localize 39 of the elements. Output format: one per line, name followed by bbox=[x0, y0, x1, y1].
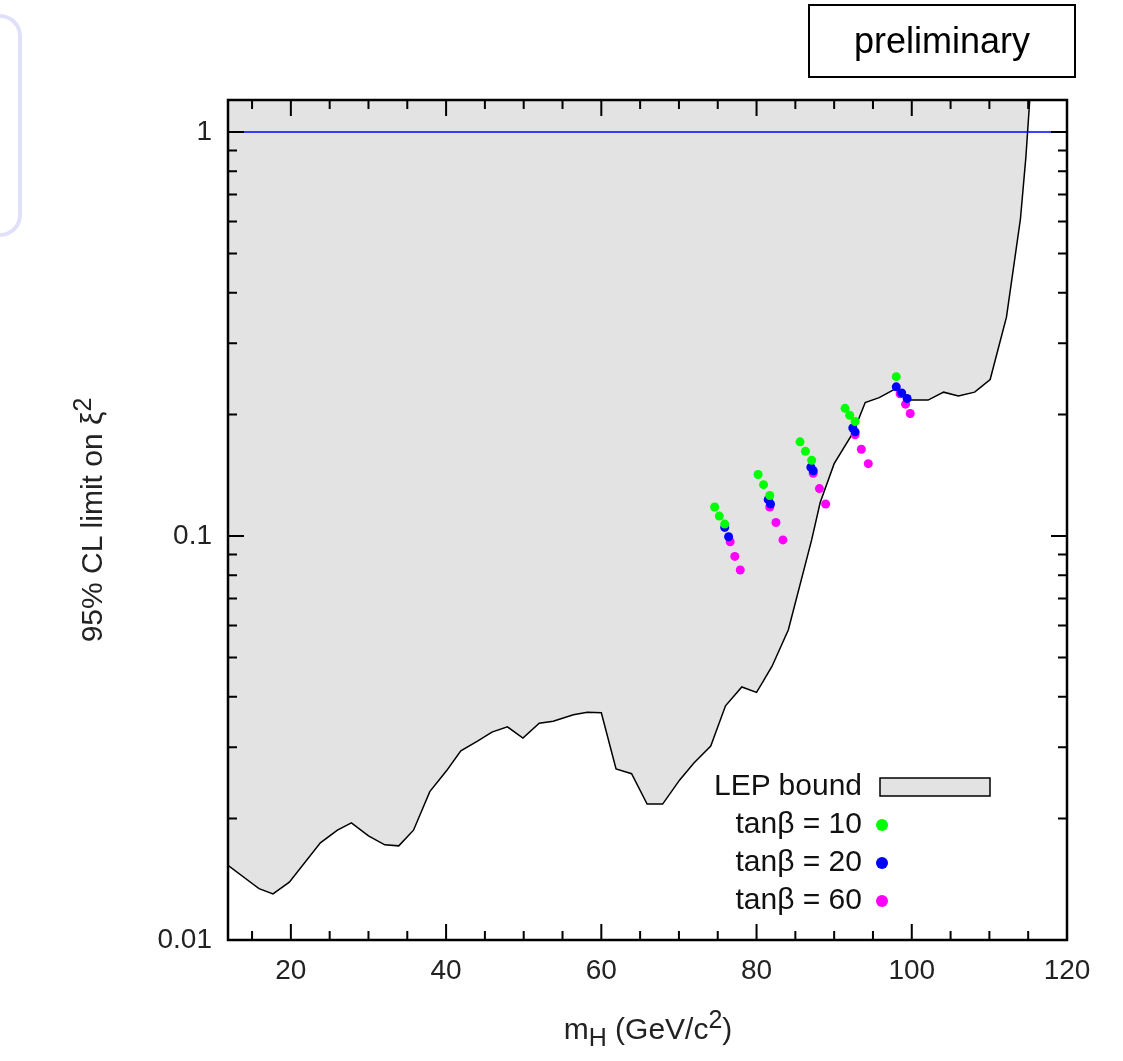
y-tick-label: 1 bbox=[196, 114, 212, 146]
point bbox=[771, 517, 781, 527]
point bbox=[730, 551, 740, 561]
point bbox=[840, 403, 850, 413]
y-tick-label: 0.01 bbox=[157, 922, 212, 954]
text: preliminary bbox=[808, 4, 1076, 78]
point bbox=[735, 565, 745, 575]
point bbox=[795, 437, 805, 447]
point bbox=[905, 409, 915, 418]
point bbox=[891, 372, 901, 382]
point bbox=[821, 499, 831, 509]
point bbox=[891, 382, 901, 392]
point bbox=[814, 484, 824, 494]
legend-label: tanβ = 10 bbox=[735, 806, 862, 840]
point bbox=[856, 444, 866, 454]
point bbox=[863, 459, 873, 469]
x-tick-label: 60 bbox=[585, 953, 617, 985]
x-axis-title: m$_{H}$ (GeV/c$^{2}$) bbox=[563, 1004, 733, 1052]
x-tick-label: 80 bbox=[740, 953, 773, 985]
y-tick-label: 0.1 bbox=[173, 518, 212, 550]
point bbox=[724, 532, 734, 542]
point bbox=[753, 469, 763, 479]
series-label: LEP bound bbox=[714, 768, 862, 802]
point bbox=[714, 511, 724, 521]
legend-label: tanβ = 20 bbox=[735, 844, 862, 878]
point bbox=[778, 535, 788, 545]
x-tick-label: 20 bbox=[275, 953, 307, 985]
x-tick-label: 40 bbox=[430, 953, 462, 985]
point bbox=[845, 410, 855, 420]
point bbox=[902, 393, 912, 403]
point bbox=[710, 502, 720, 512]
point bbox=[850, 417, 860, 427]
point bbox=[800, 446, 810, 456]
point bbox=[759, 480, 769, 490]
x-tick-label: 100 bbox=[888, 953, 936, 985]
x-tick-label: 120 bbox=[1043, 953, 1091, 985]
point bbox=[765, 490, 775, 500]
legend-label: tanβ = 60 bbox=[735, 882, 862, 916]
point bbox=[807, 455, 817, 465]
